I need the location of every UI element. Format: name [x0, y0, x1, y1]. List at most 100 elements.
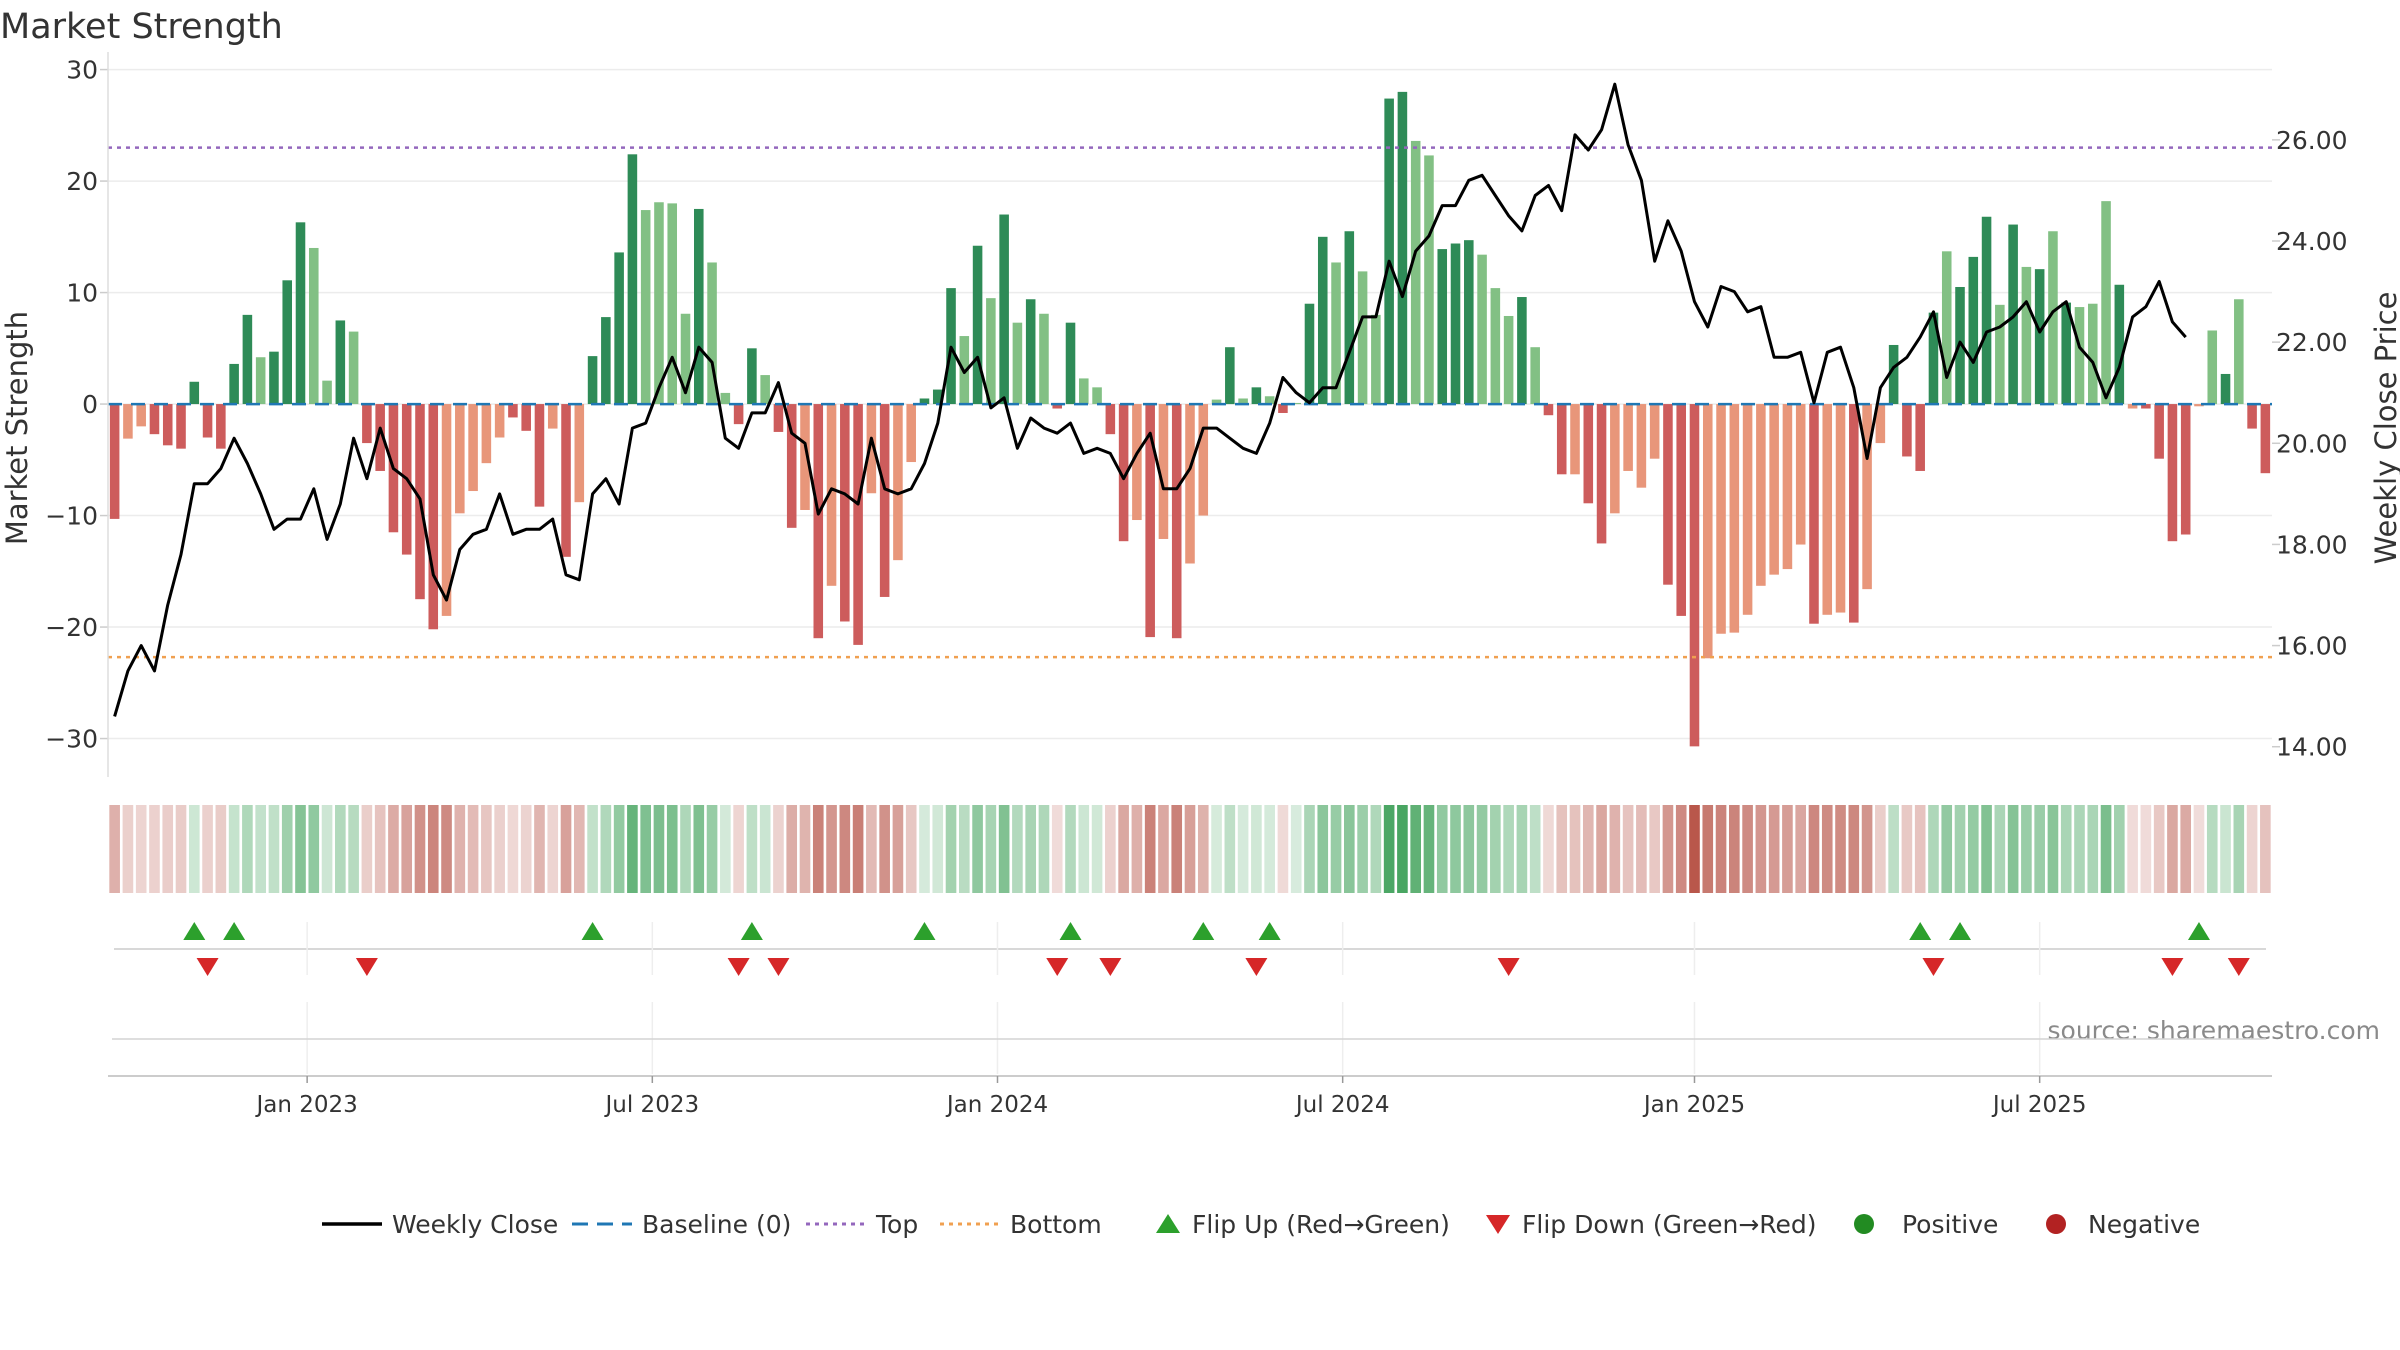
flip-down-marker — [355, 958, 378, 976]
strength-bar — [760, 375, 770, 405]
strength-bar — [1902, 404, 1912, 457]
heat-cell — [1702, 805, 1714, 893]
heat-cell — [1848, 805, 1860, 893]
strength-bar — [1663, 404, 1673, 585]
heat-cell — [2007, 805, 2019, 893]
heat-cell — [640, 805, 651, 893]
strength-bar — [189, 381, 200, 405]
heat-cell — [2233, 805, 2245, 893]
flip-down-marker — [1922, 958, 1945, 976]
strength-bar — [1742, 404, 1753, 615]
strength-bar — [1039, 313, 1049, 405]
heat-cell — [268, 805, 280, 893]
flip-up-marker — [1059, 922, 1082, 940]
heat-cell — [1582, 805, 1594, 893]
heat-cell — [2060, 805, 2072, 893]
strength-bar — [1357, 271, 1368, 405]
strength-bar — [919, 398, 930, 405]
heat-cell — [122, 805, 134, 893]
heat-cell — [1118, 805, 1129, 893]
heat-cell — [1450, 805, 1461, 893]
heat-cell — [905, 805, 917, 893]
heat-cell — [1317, 805, 1329, 893]
strength-bar — [1729, 404, 1740, 633]
flip-down-marker — [727, 958, 750, 976]
strength-bar — [1344, 231, 1355, 405]
strength-bar — [534, 404, 545, 507]
flip-down-marker — [1046, 958, 1069, 976]
heat-cell — [706, 805, 718, 893]
strength-bar — [800, 404, 810, 510]
y-tick-label: −30 — [45, 725, 98, 754]
heat-cell — [799, 805, 811, 893]
heat-cell — [255, 805, 266, 893]
heat-cell — [202, 805, 213, 893]
level-lines — [108, 146, 2272, 659]
heat-cell — [1051, 805, 1063, 893]
y2-tick-label: 16.00 — [2276, 632, 2348, 661]
strength-bar — [1756, 404, 1766, 586]
heat-cell — [401, 805, 413, 893]
x-tick-label: Jul 2023 — [604, 1092, 700, 1118]
heat-cell — [2114, 805, 2125, 893]
heat-cell — [1131, 805, 1143, 893]
strength-bar — [1968, 256, 1979, 405]
y-tick-label: 0 — [82, 390, 98, 419]
strength-bar — [1915, 404, 1925, 471]
strength-bar — [906, 404, 916, 463]
heat-cell — [547, 805, 559, 893]
heat-cell — [2021, 805, 2032, 893]
heat-cell — [149, 805, 160, 893]
heat-cell — [1224, 805, 1236, 893]
strength-bar — [216, 404, 226, 449]
heat-cell — [1928, 805, 1939, 893]
flip-down-marker — [767, 958, 790, 976]
heat-cell — [2074, 805, 2085, 893]
heat-cell — [1981, 805, 1992, 893]
heat-cell — [135, 805, 147, 893]
strength-bar — [322, 380, 332, 405]
strength-bar — [1278, 404, 1288, 413]
flip-up-marker — [581, 922, 604, 940]
axes: −30 −20 −10 0 10 20 30 14.00 16.00 18.00 20.00 22.0… — [45, 52, 2348, 777]
strength-bar — [2247, 404, 2257, 429]
strength-bar — [149, 404, 160, 435]
strength-bar — [441, 404, 452, 616]
heat-cell — [1543, 805, 1554, 893]
flip-down-marker — [2161, 958, 2184, 976]
heat-cell — [1649, 805, 1660, 893]
strength-bar — [1211, 399, 1222, 405]
heat-cell — [998, 805, 1010, 893]
x-tick-label: Jul 2024 — [1294, 1092, 1390, 1118]
strength-bar — [1025, 299, 1036, 405]
strength-bar — [136, 404, 146, 427]
strength-bar — [295, 222, 306, 405]
heat-cell — [1463, 805, 1475, 893]
heat-cell — [1636, 805, 1647, 893]
strength-bars — [109, 91, 2271, 747]
heat-cell — [2193, 805, 2205, 893]
strength-bar — [747, 348, 757, 405]
heat-cell — [759, 805, 771, 893]
legend-label: Negative — [2088, 1210, 2200, 1239]
heat-cell — [1344, 805, 1355, 893]
strength-bar — [640, 210, 651, 405]
heat-cell — [481, 805, 492, 893]
heat-cell — [494, 805, 505, 893]
heat-cell — [1078, 805, 1090, 893]
strength-bar — [853, 404, 863, 645]
strength-bar — [1092, 387, 1102, 405]
strength-bar — [1875, 404, 1886, 444]
flip-up-marker — [1258, 922, 1281, 940]
x-tick-label: Jan 2024 — [945, 1092, 1048, 1118]
heat-cell — [1397, 805, 1408, 893]
strength-bar — [720, 392, 731, 405]
strength-bar — [255, 357, 266, 405]
heat-cell — [733, 805, 744, 893]
heat-cell — [972, 805, 983, 893]
strength-bar — [1464, 240, 1474, 405]
strength-bar — [1490, 288, 1501, 405]
heat-cell — [1370, 805, 1382, 893]
heat-cell — [374, 805, 386, 893]
heat-cell — [1503, 805, 1514, 893]
